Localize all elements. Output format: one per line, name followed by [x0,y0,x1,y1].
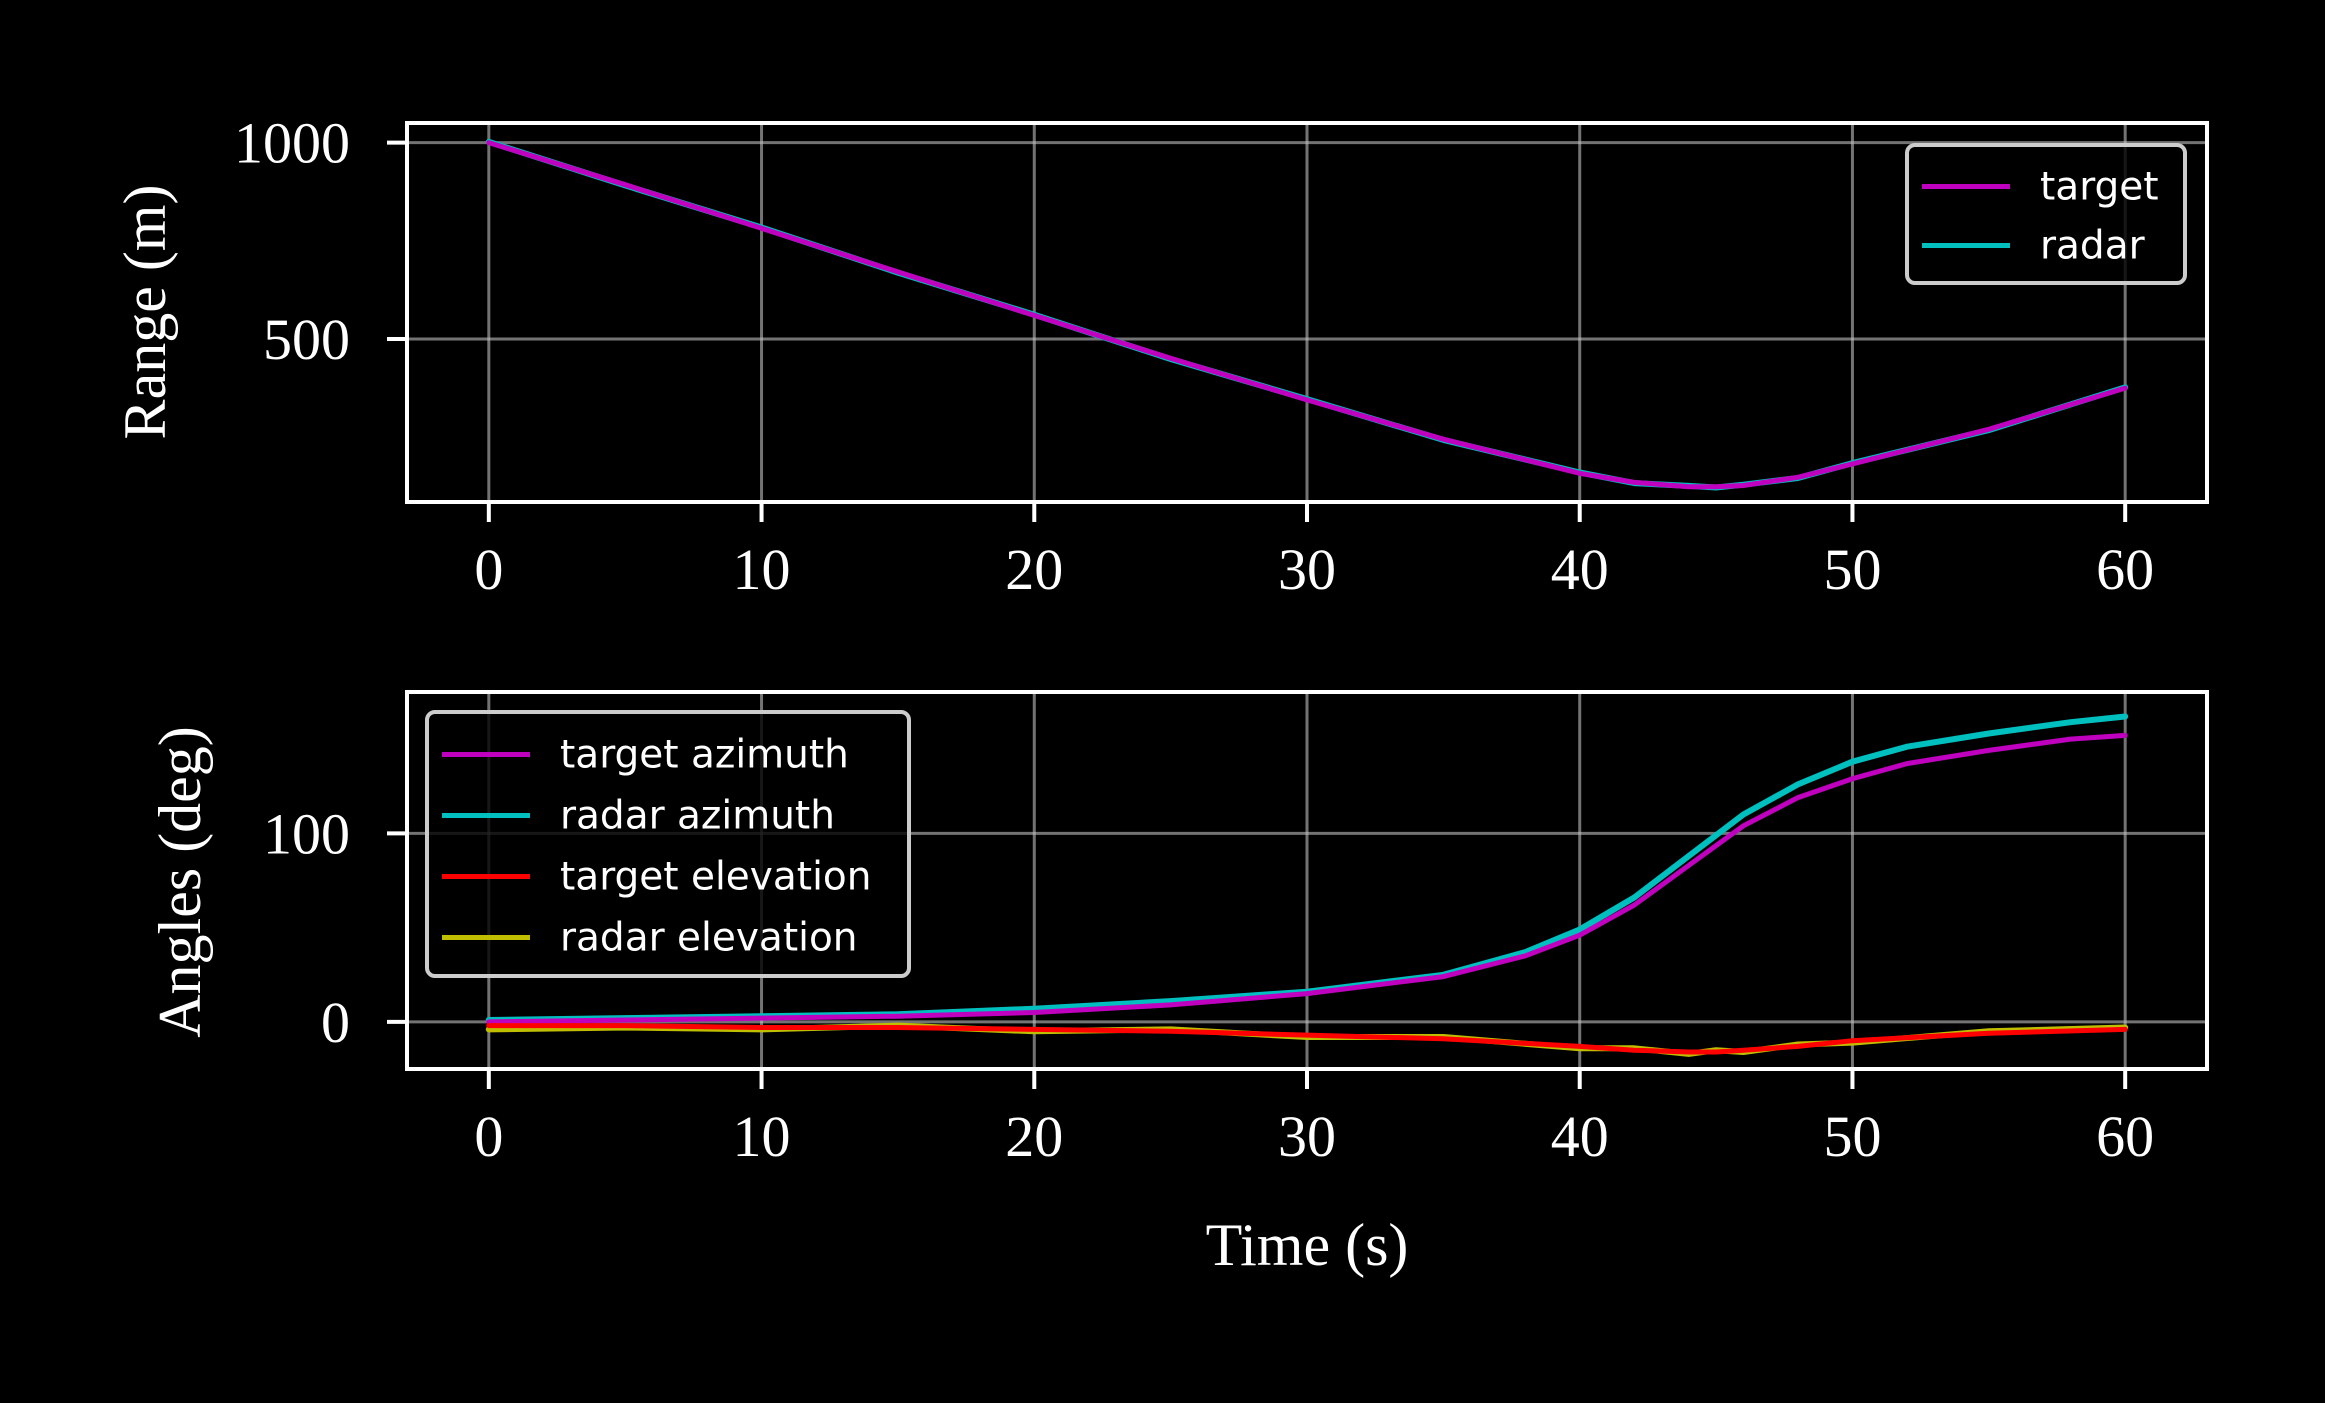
angles-y-axis-label: Angles (deg) [147,726,213,1038]
angles-series [485,713,2129,1057]
range-series-target [486,140,2128,490]
angles-x-tick-label-10: 10 [733,1104,791,1169]
angles-y-tick-label-100: 100 [263,801,350,866]
angles-legend: target azimuth radar azimuth target elevat… [425,710,911,978]
angles-x-tick-label-30: 30 [1278,1104,1336,1169]
angles-legend-label-radar-elevation: radar elevation [560,916,858,961]
range-x-tick-label-60: 60 [2096,537,2154,602]
range-legend-label-target: target [2040,165,2159,210]
angles-x-tick-label-50: 50 [1823,1104,1881,1169]
angles-legend-label-target-elevation: target elevation [560,855,872,900]
angles-x-tick-label-60: 60 [2096,1104,2154,1169]
angles-x-tick-label-20: 20 [1005,1104,1063,1169]
range-y-ticks: 500 1000 [234,111,407,372]
angles-legend-label-radar-azimuth: radar azimuth [560,794,835,839]
angles-x-tick-label-0: 0 [474,1104,503,1169]
range-x-tick-label-20: 20 [1005,537,1063,602]
angles-x-tick-label-40: 40 [1551,1104,1609,1169]
range-y-tick-label-1000: 1000 [234,111,350,176]
range-x-tick-label-0: 0 [474,537,503,602]
range-y-tick-label-500: 500 [263,307,350,372]
range-subplot: 0 10 20 30 40 50 60 500 1000 Range (m) target ra… [112,111,2209,602]
range-legend-box [1905,143,2187,285]
x-axis-label: Time (s) [1206,1212,1409,1278]
angles-legend-box [425,710,911,978]
angles-series-target-azimuth [486,732,2128,1025]
angles-legend-label-target-azimuth: target azimuth [560,733,849,778]
range-x-tick-label-50: 50 [1823,537,1881,602]
angles-y-ticks: 0 100 [263,801,407,1055]
range-x-tick-label-10: 10 [733,537,791,602]
range-y-axis-label: Range (m) [112,185,178,440]
angles-y-tick-label-0: 0 [321,990,350,1055]
angles-subplot: 0 10 20 30 40 50 60 0 100 Angles (deg) Time (s)… [147,690,2209,1278]
angles-x-ticks: 0 10 20 30 40 50 60 [474,1069,2154,1169]
angles-series-target-elevation [486,1023,2128,1055]
range-legend-label-radar: radar [2040,224,2146,269]
range-series [485,138,2129,491]
range-x-ticks: 0 10 20 30 40 50 60 [474,502,2154,602]
range-legend: target radar [1905,143,2187,285]
range-x-tick-label-40: 40 [1551,537,1609,602]
range-x-tick-label-30: 30 [1278,537,1336,602]
